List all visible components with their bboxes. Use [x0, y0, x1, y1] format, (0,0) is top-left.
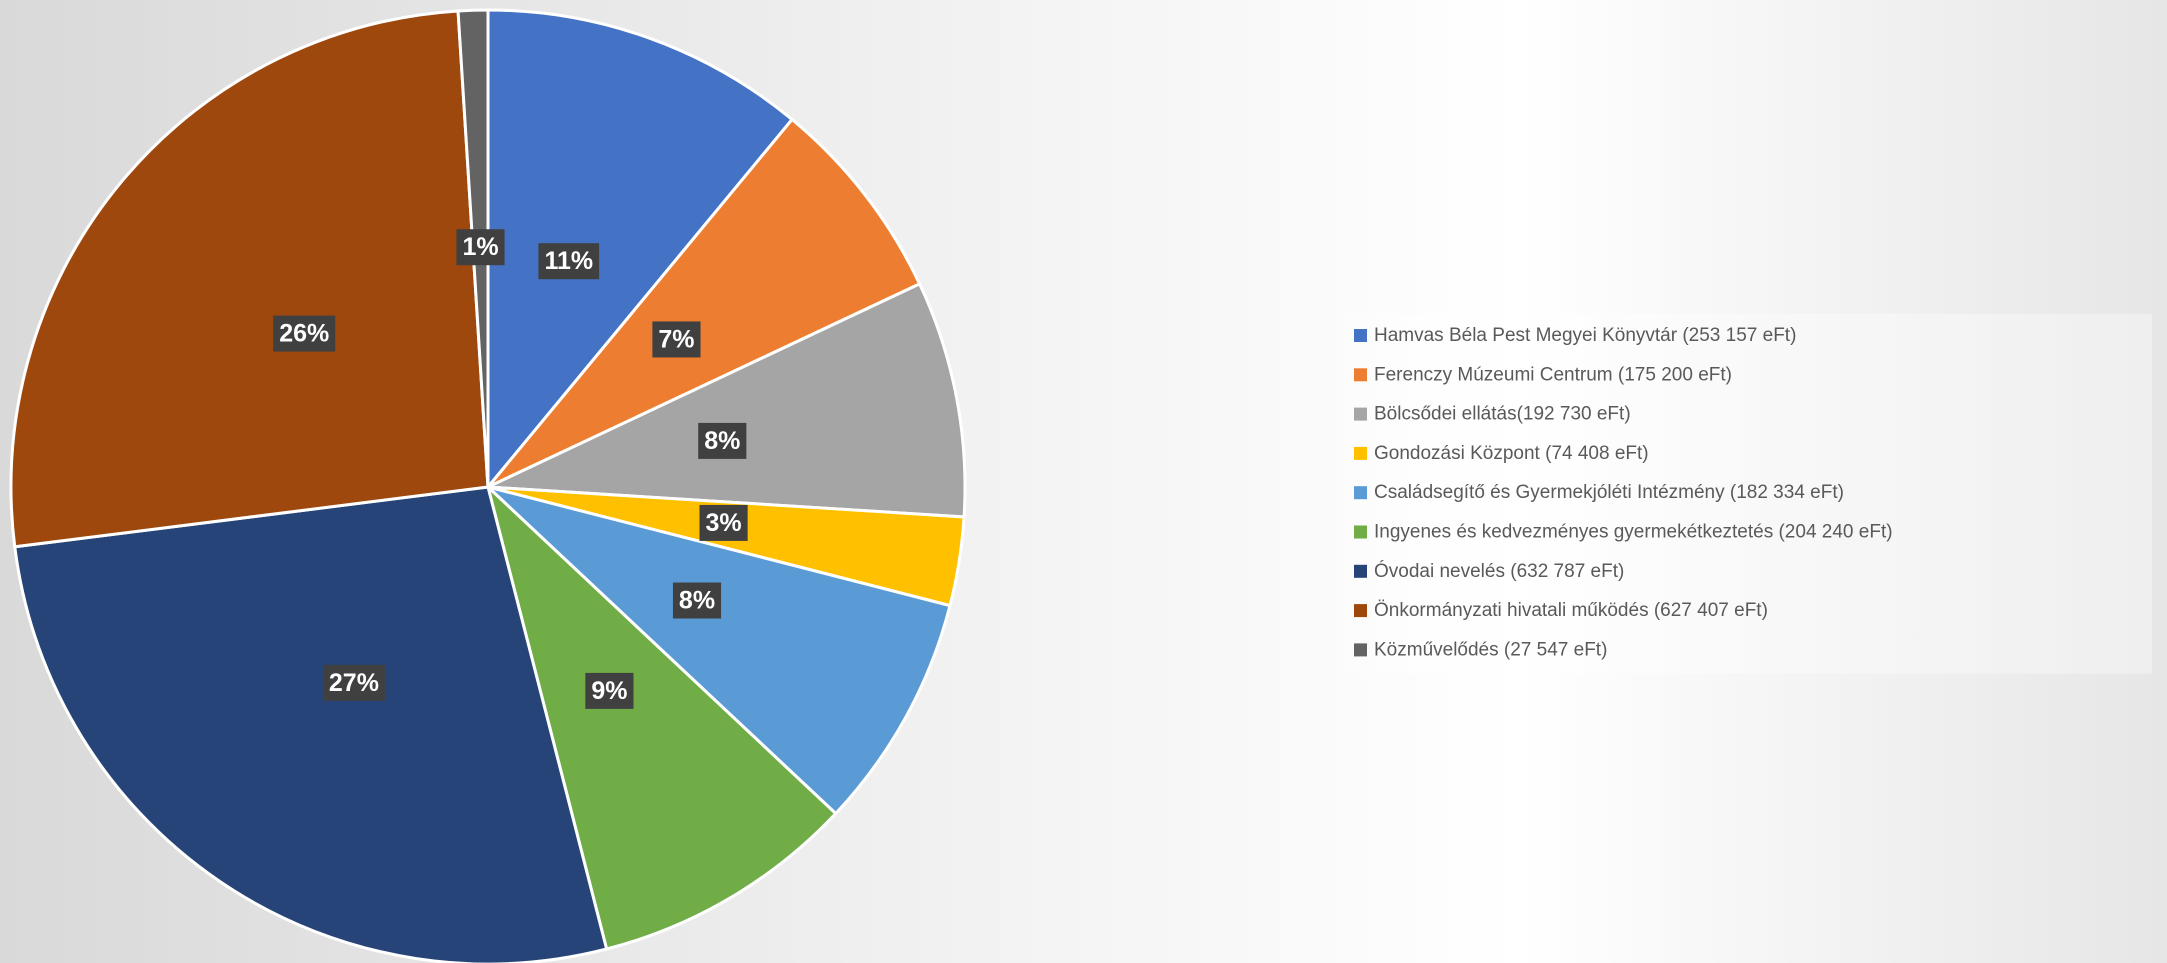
data-label: 9%: [591, 677, 627, 705]
pie-slice: [486, 117, 922, 489]
legend-label: Gondozási Központ (74 408 eFt): [1374, 443, 1649, 464]
legend-swatch: [1354, 407, 1367, 421]
data-label: 3%: [705, 509, 741, 537]
legend-swatch: [1354, 643, 1367, 657]
pie-slice: [485, 482, 838, 951]
data-label-box: [672, 582, 722, 619]
data-label-box: [273, 315, 336, 352]
legend-box: [1344, 314, 2152, 674]
data-label: 27%: [329, 669, 379, 697]
data-label: 7%: [658, 325, 694, 353]
legend-swatch: [1354, 564, 1367, 578]
legend-label: Óvodai nevelés (632 787 eFt): [1374, 560, 1624, 582]
legend-swatch: [1354, 446, 1367, 460]
data-label-box: [322, 664, 385, 701]
data-label-box: [652, 321, 701, 358]
legend-label: Hamvas Béla Pest Megyei Könyvtár (253 15…: [1374, 325, 1796, 346]
legend-label: Önkormányzati hivatali működés (627 407 …: [1374, 600, 1768, 621]
legend-swatch: [1354, 368, 1367, 382]
pie-slice: [486, 8, 795, 492]
legend-swatch: [1354, 525, 1367, 539]
data-label: 26%: [279, 320, 329, 348]
data-label-box: [699, 504, 748, 541]
data-label-box: [456, 229, 505, 266]
legend-label: Családsegítő és Gyermekjóléti Intézmény …: [1374, 482, 1844, 503]
data-label: 1%: [462, 233, 498, 261]
legend-label: Közművelődés (27 547 eFt): [1374, 639, 1607, 660]
data-label: 11%: [544, 247, 593, 275]
legend-swatch: [1354, 486, 1367, 500]
data-label: 8%: [679, 587, 715, 615]
pie-slice: [13, 485, 609, 963]
legend-label: Ferenczy Múzeumi Centrum (175 200 eFt): [1374, 364, 1732, 385]
data-label: 8%: [704, 427, 740, 455]
data-label-box: [585, 672, 634, 709]
data-label-box: [538, 243, 600, 280]
legend-swatch: [1354, 604, 1367, 618]
pie-slice: [9, 9, 490, 549]
pie-slice: [486, 485, 952, 816]
data-label-box: [698, 422, 747, 459]
legend-swatch: [1354, 329, 1367, 342]
legend-label: Bölcsődei ellátás(192 730 eFt): [1374, 404, 1631, 425]
pie-slice: [487, 281, 967, 519]
legend-label: Ingyenes és kedvezményes gyermekétkeztet…: [1374, 522, 1893, 543]
